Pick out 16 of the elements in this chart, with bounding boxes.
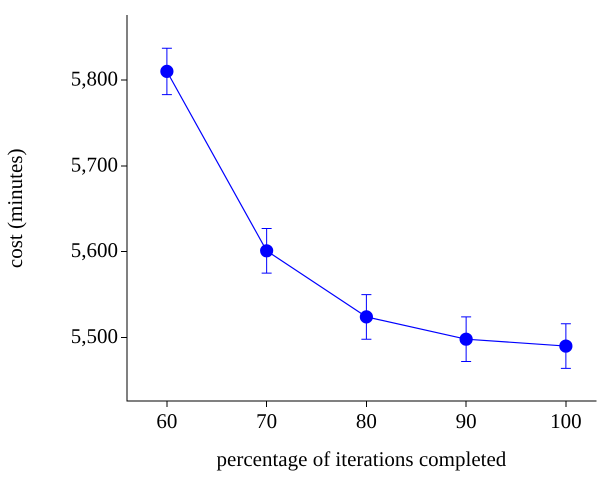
point	[360, 310, 373, 324]
point	[260, 244, 274, 258]
y-tick-label: 5,800	[70, 66, 118, 90]
y-axis-title: cost (minutes)	[3, 148, 28, 268]
x-tick-label: 70	[256, 409, 278, 434]
y-tick-label: 5,600	[70, 238, 118, 262]
x-tick-label: 60	[156, 409, 178, 434]
x-tick-label: 80	[356, 409, 377, 434]
x-tick-label: 100	[550, 409, 582, 434]
x-axis-title: percentage of iterations completed	[216, 446, 507, 471]
point	[460, 332, 473, 346]
y-tick-label: 5,700	[70, 152, 118, 176]
point	[559, 339, 572, 353]
point	[160, 64, 174, 78]
y-tick-label: 5,500	[70, 324, 118, 348]
x-tick-label: 90	[456, 409, 477, 434]
